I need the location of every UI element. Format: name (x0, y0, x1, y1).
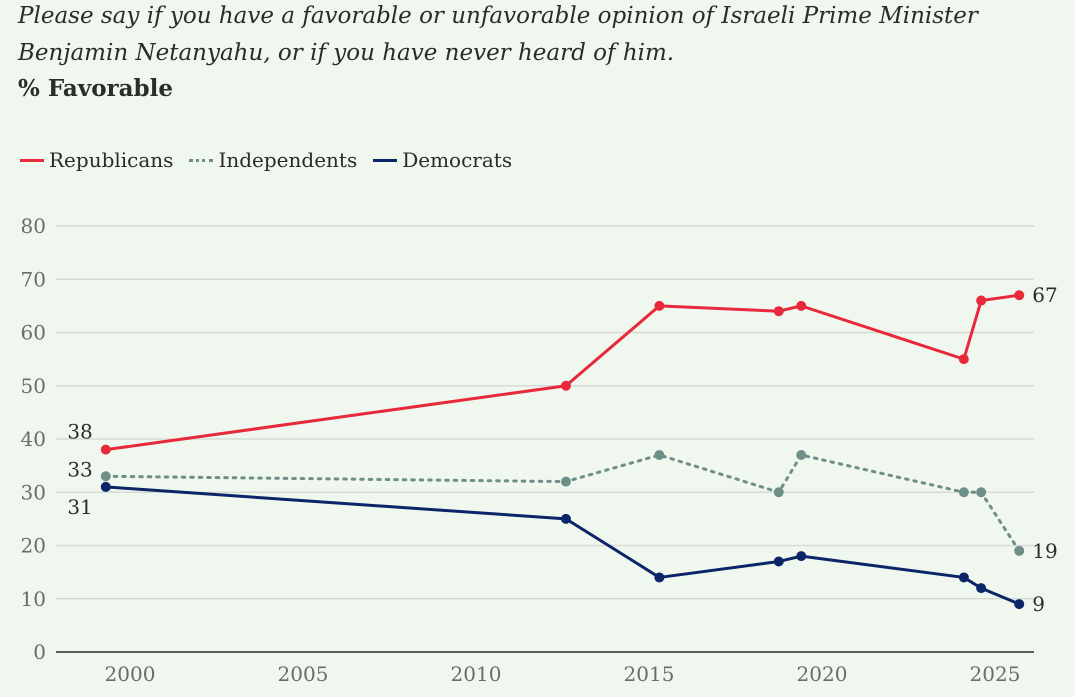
legend-label-republicans: Republicans (49, 148, 174, 172)
data-point-republicans (773, 306, 784, 317)
legend-item-independents: Independents (189, 148, 357, 172)
data-point-independents (796, 449, 807, 460)
y-tick-label: 60 (21, 321, 46, 345)
data-point-republicans (796, 300, 807, 311)
data-point-democrats (654, 572, 665, 583)
legend-swatch-independents (189, 158, 214, 162)
data-point-independents (958, 487, 969, 498)
x-tick-label: 2015 (624, 662, 675, 686)
legend-item-democrats: Democrats (373, 148, 512, 172)
y-tick-label: 0 (33, 640, 46, 664)
data-label-democrats: 31 (67, 495, 92, 519)
chart-question: Please say if you have a favorable or un… (18, 3, 978, 66)
data-label-independents: 19 (1032, 539, 1057, 563)
legend-label-independents: Independents (218, 148, 358, 172)
data-point-republicans (976, 295, 987, 306)
y-tick-label: 70 (21, 267, 46, 291)
y-tick-label: 80 (21, 214, 46, 238)
x-tick-label: 2025 (970, 662, 1021, 686)
x-tick-label: 2010 (451, 662, 502, 686)
data-point-independents (1014, 545, 1025, 556)
data-point-democrats (796, 551, 807, 562)
data-point-republicans (560, 380, 571, 391)
y-tick-label: 50 (21, 374, 46, 398)
data-point-democrats (100, 481, 111, 492)
data-label-republicans: 67 (1032, 283, 1057, 307)
x-tick-label: 2000 (105, 662, 156, 686)
x-tick-label: 2005 (278, 662, 329, 686)
data-point-republicans (100, 444, 111, 455)
data-point-republicans (654, 300, 665, 311)
legend: Republicans Independents Democrats (20, 148, 528, 172)
legend-swatch-republicans (20, 158, 44, 162)
data-point-independents (654, 449, 665, 460)
data-point-republicans (958, 354, 969, 365)
series-line-republicans (105, 293, 1020, 452)
data-point-democrats (976, 583, 987, 594)
data-point-democrats (560, 513, 571, 524)
legend-item-republicans: Republicans (20, 148, 173, 172)
data-point-independents (976, 487, 987, 498)
data-point-republicans (1014, 290, 1025, 301)
legend-swatch-democrats (373, 158, 398, 162)
x-tick-label: 2020 (797, 662, 848, 686)
data-label-republicans: 38 (67, 420, 92, 444)
data-point-independents (773, 487, 784, 498)
series-line-independents (104, 453, 1021, 553)
chart-subtitle: % Favorable (18, 75, 174, 102)
data-point-democrats (773, 556, 784, 567)
data-point-independents (560, 476, 571, 487)
data-point-independents (100, 471, 111, 482)
data-label-democrats: 9 (1032, 592, 1045, 616)
y-tick-label: 20 (21, 534, 46, 558)
data-point-democrats (1014, 599, 1025, 610)
data-label-independents: 33 (67, 457, 92, 481)
y-tick-label: 30 (21, 480, 46, 504)
legend-label-democrats: Democrats (402, 148, 513, 172)
y-tick-label: 10 (21, 587, 46, 611)
y-tick-label: 40 (21, 427, 46, 451)
data-point-democrats (958, 572, 969, 583)
